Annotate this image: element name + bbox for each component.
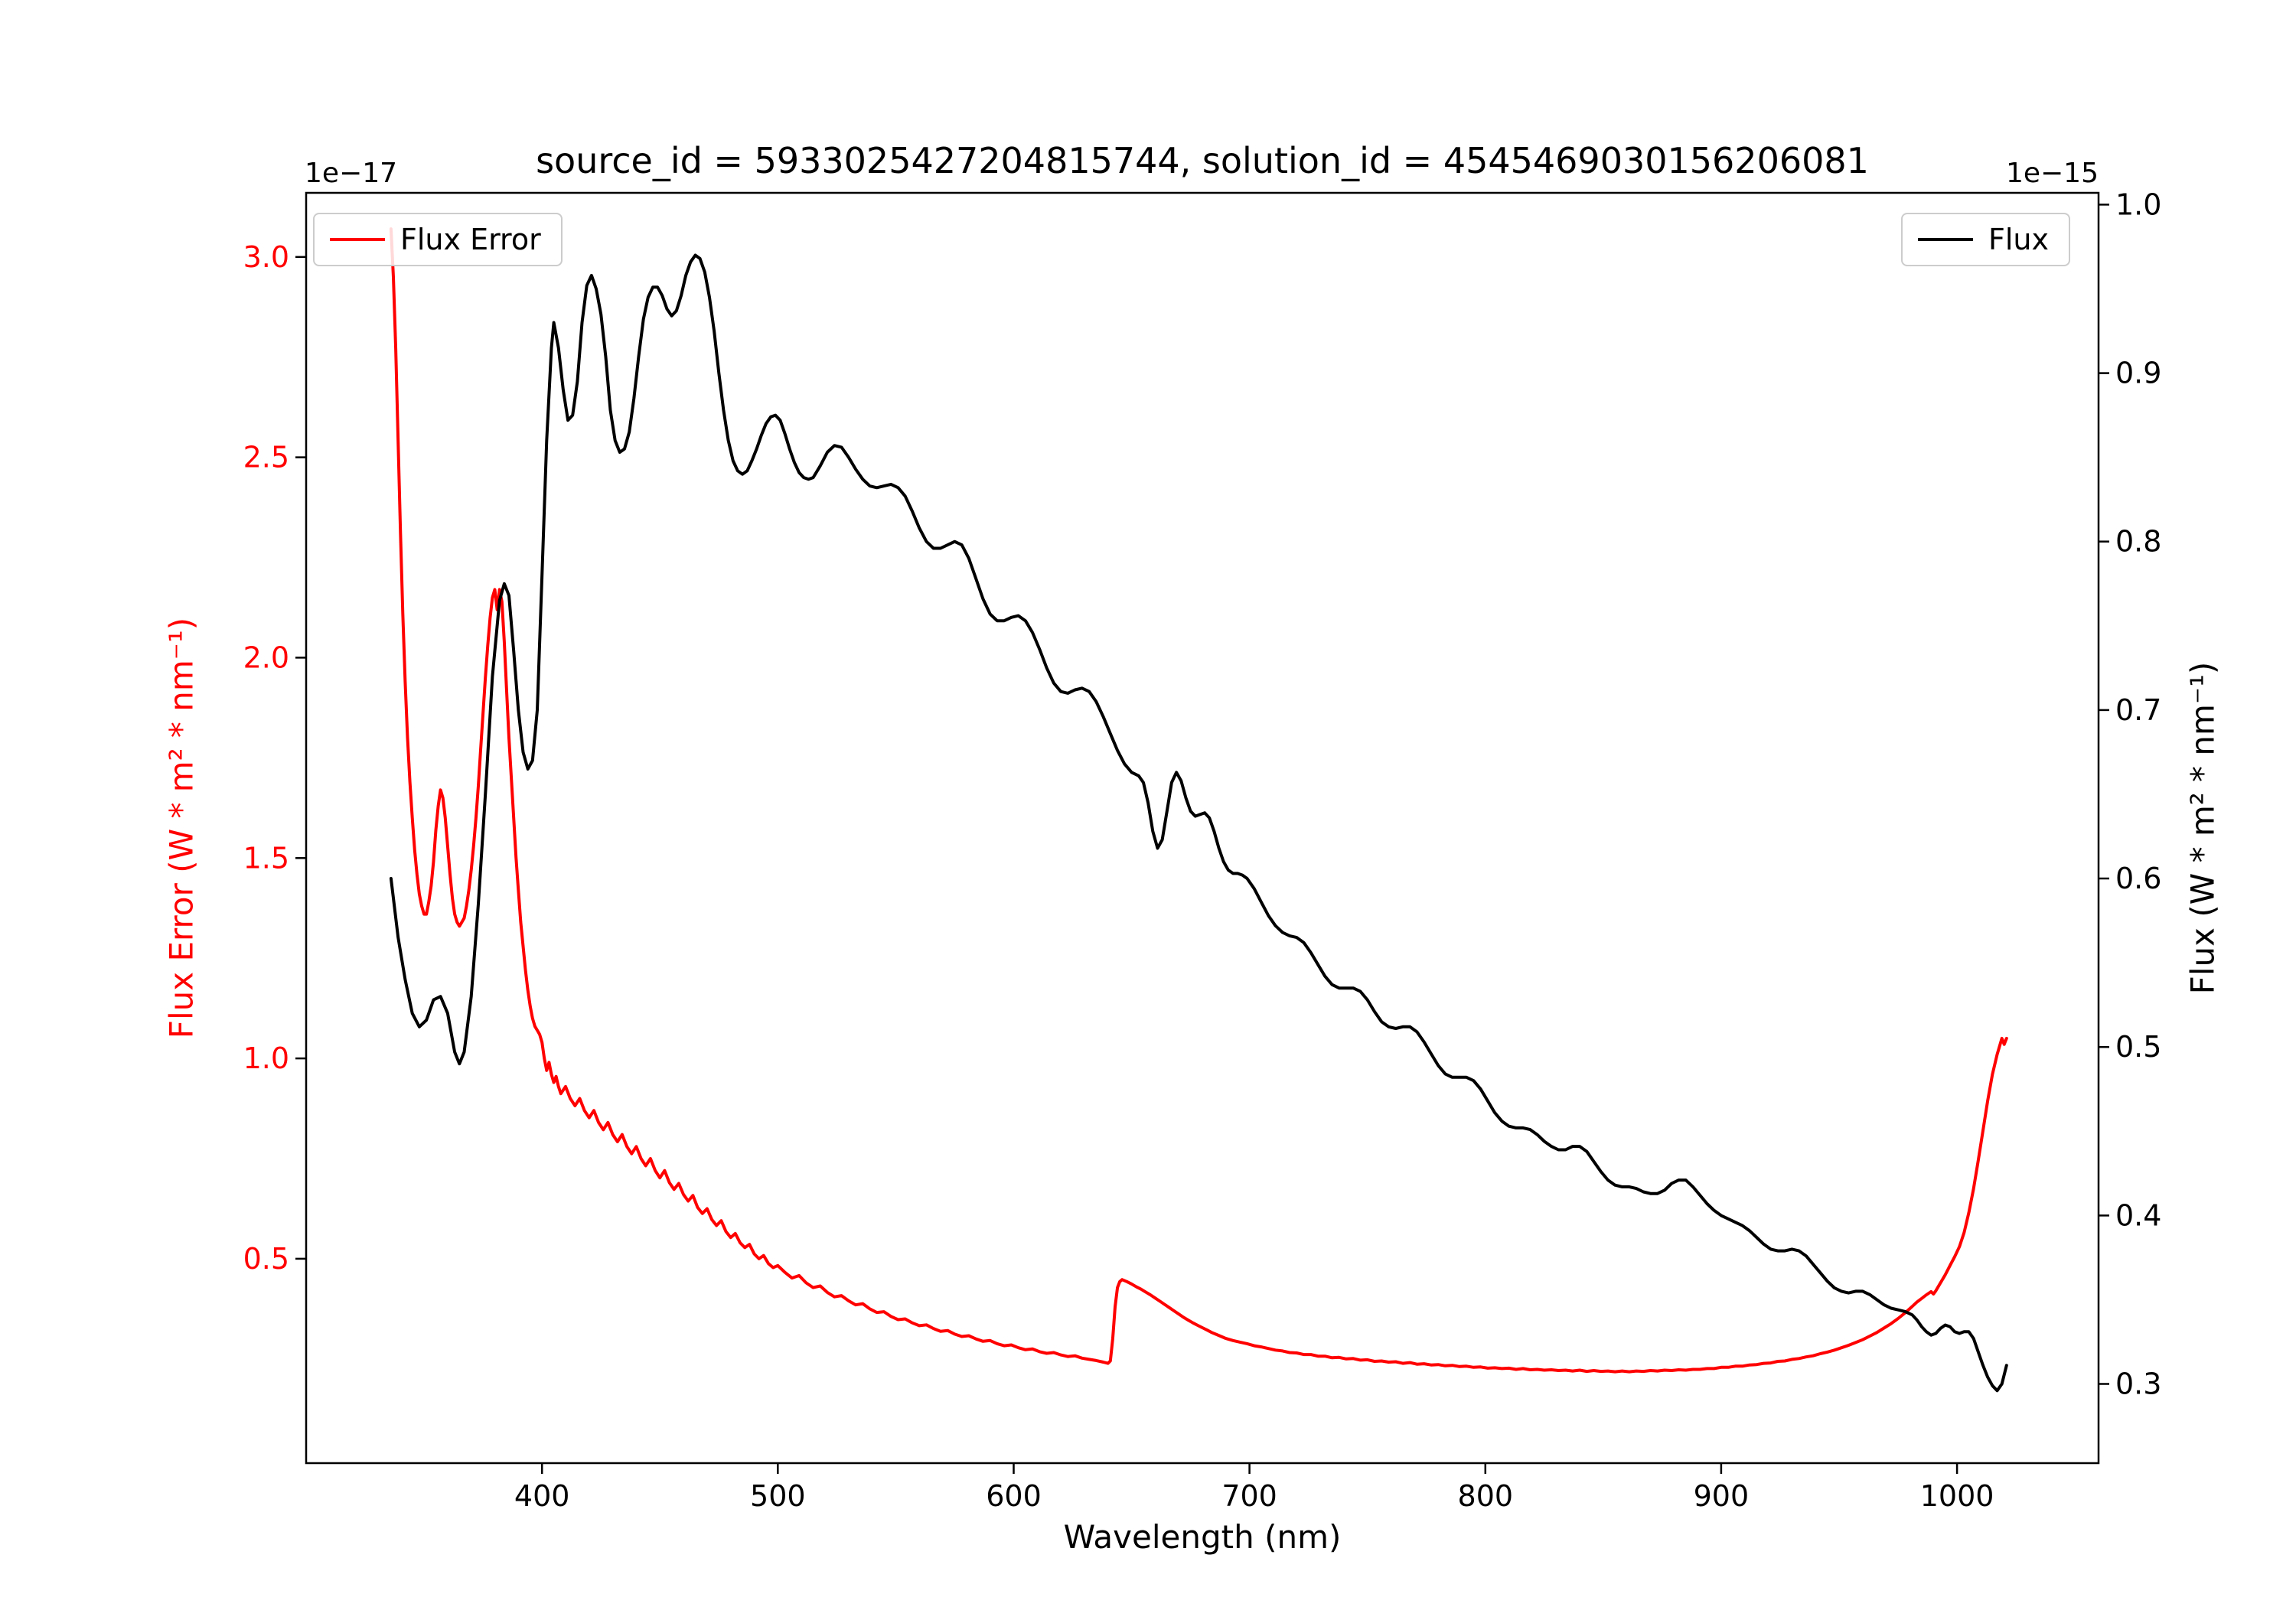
right-y-axis-label: Flux (W * m² * nm⁻¹) <box>2183 661 2222 995</box>
left-axis-offset-text: 1e−17 <box>305 158 398 189</box>
left-y-axis-label: Flux Error (W * m² * nm⁻¹) <box>162 617 201 1039</box>
right-y-tick-label: 0.6 <box>2115 862 2161 895</box>
right-y-tick-label: 0.4 <box>2115 1198 2161 1232</box>
x-axis-label: Wavelength (nm) <box>1063 1518 1342 1556</box>
legend-flux: Flux <box>1901 213 2070 266</box>
x-tick-label: 600 <box>986 1479 1042 1513</box>
left-y-tick-label: 1.5 <box>243 841 289 875</box>
right-y-tick-label: 0.8 <box>2115 525 2161 559</box>
legend-flux-error: Flux Error <box>313 213 563 266</box>
x-tick-label: 800 <box>1458 1479 1514 1513</box>
x-tick-label: 500 <box>750 1479 806 1513</box>
left-y-tick-label: 1.0 <box>243 1041 289 1075</box>
legend-flux-error-label: Flux Error <box>400 223 541 256</box>
x-tick-label: 900 <box>1694 1479 1750 1513</box>
right-y-tick-label: 0.7 <box>2115 693 2161 727</box>
axes-spines <box>305 191 2100 1465</box>
right-y-tick-label: 0.3 <box>2115 1367 2161 1401</box>
chart-title: source_id = 5933025427204815744, solutio… <box>536 140 1869 181</box>
right-y-tick-label: 1.0 <box>2115 187 2161 221</box>
left-y-tick-label: 0.5 <box>243 1242 289 1276</box>
left-y-tick-label: 3.0 <box>243 240 289 274</box>
legend-flux-label: Flux <box>1988 223 2049 256</box>
right-axis-offset-text: 1e−15 <box>2005 158 2099 189</box>
right-y-tick-label: 0.5 <box>2115 1030 2161 1064</box>
left-y-tick-label: 2.0 <box>243 641 289 674</box>
x-tick-label: 700 <box>1221 1479 1277 1513</box>
x-tick-label: 400 <box>514 1479 570 1513</box>
right-y-tick-label: 0.9 <box>2115 357 2161 390</box>
flux-error-legend-line-icon <box>330 238 385 241</box>
flux-error-line <box>389 227 2008 1374</box>
x-tick-label: 1000 <box>1920 1479 1994 1513</box>
left-y-tick-label: 2.5 <box>243 441 289 474</box>
flux-line <box>389 253 2008 1393</box>
flux-legend-line-icon <box>1918 238 1973 241</box>
